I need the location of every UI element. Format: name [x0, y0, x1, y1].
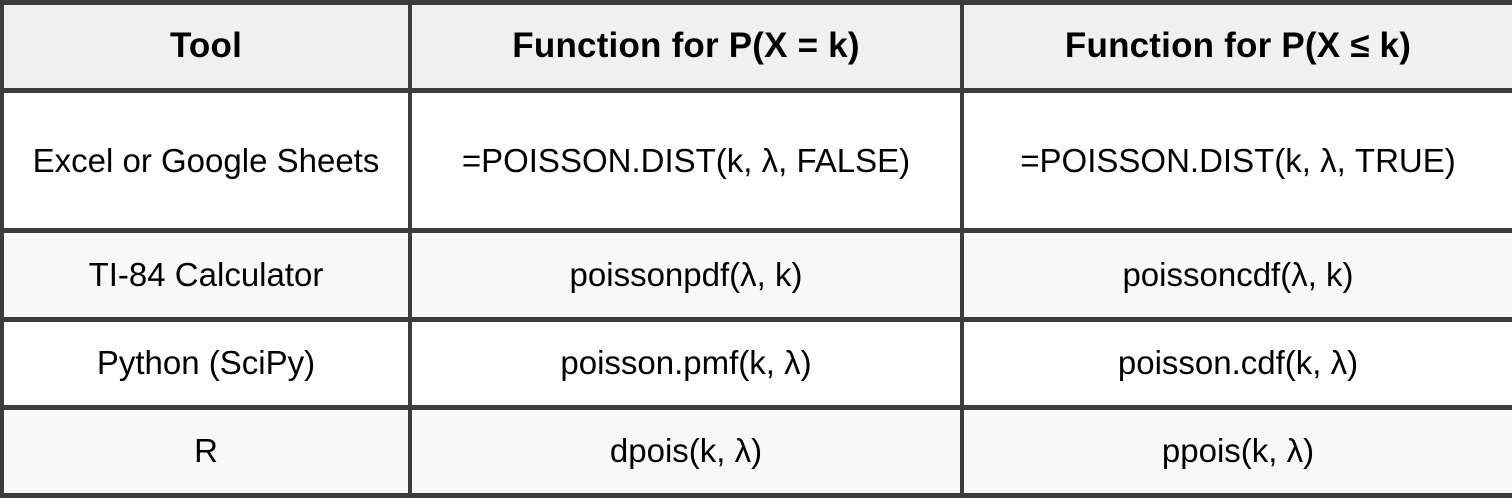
- cell-cdf: =POISSON.DIST(k, λ, TRUE): [960, 87, 1512, 234]
- column-header-cdf-label: Function for P(X ≤ k): [1064, 26, 1412, 66]
- cell-pmf: poissonpdf(λ, k): [408, 228, 964, 322]
- column-header-cdf: Function for P(X ≤ k): [960, 0, 1512, 93]
- column-header-pmf: Function for P(X = k): [408, 0, 964, 93]
- cell-tool: R: [0, 404, 412, 498]
- cell-cdf-text: ppois(k, λ): [1161, 432, 1315, 470]
- column-header-tool: Tool: [0, 0, 412, 93]
- table-header: Tool Function for P(X = k) Function for …: [0, 0, 1512, 93]
- cell-cdf: ppois(k, λ): [960, 404, 1512, 498]
- cell-pmf: dpois(k, λ): [408, 404, 964, 498]
- cell-tool: Python (SciPy): [0, 316, 412, 410]
- cell-cdf: poissoncdf(λ, k): [960, 228, 1512, 322]
- table-row: TI-84 Calculator poissonpdf(λ, k) poisso…: [0, 228, 1512, 322]
- cell-pmf-text: poissonpdf(λ, k): [569, 255, 803, 293]
- table-row: Python (SciPy) poisson.pmf(k, λ) poisson…: [0, 316, 1512, 410]
- cell-tool-text: Excel or Google Sheets: [32, 141, 380, 179]
- cell-tool-text: Python (SciPy): [96, 344, 316, 382]
- cell-cdf-text: poisson.cdf(k, λ): [1117, 344, 1359, 382]
- cell-pmf-text: =POISSON.DIST(k, λ, FALSE): [461, 141, 911, 179]
- column-header-pmf-label: Function for P(X = k): [512, 26, 860, 66]
- cell-pmf-text: dpois(k, λ): [609, 432, 763, 470]
- table-row: Excel or Google Sheets =POISSON.DIST(k, …: [0, 87, 1512, 234]
- cell-tool: Excel or Google Sheets: [0, 87, 412, 234]
- cell-tool-text: TI-84 Calculator: [88, 255, 324, 293]
- cell-tool-text: R: [194, 432, 218, 470]
- cell-pmf-text: poisson.pmf(k, λ): [560, 344, 812, 382]
- cell-pmf: poisson.pmf(k, λ): [408, 316, 964, 410]
- cell-tool: TI-84 Calculator: [0, 228, 412, 322]
- cell-cdf-text: =POISSON.DIST(k, λ, TRUE): [1020, 141, 1456, 179]
- cell-cdf-text: poissoncdf(λ, k): [1122, 255, 1354, 293]
- column-header-tool-label: Tool: [169, 26, 243, 66]
- table-row: R dpois(k, λ) ppois(k, λ): [0, 404, 1512, 498]
- cell-cdf: poisson.cdf(k, λ): [960, 316, 1512, 410]
- table-body: Excel or Google Sheets =POISSON.DIST(k, …: [0, 87, 1512, 498]
- cell-pmf: =POISSON.DIST(k, λ, FALSE): [408, 87, 964, 234]
- table-header-row: Tool Function for P(X = k) Function for …: [0, 0, 1512, 93]
